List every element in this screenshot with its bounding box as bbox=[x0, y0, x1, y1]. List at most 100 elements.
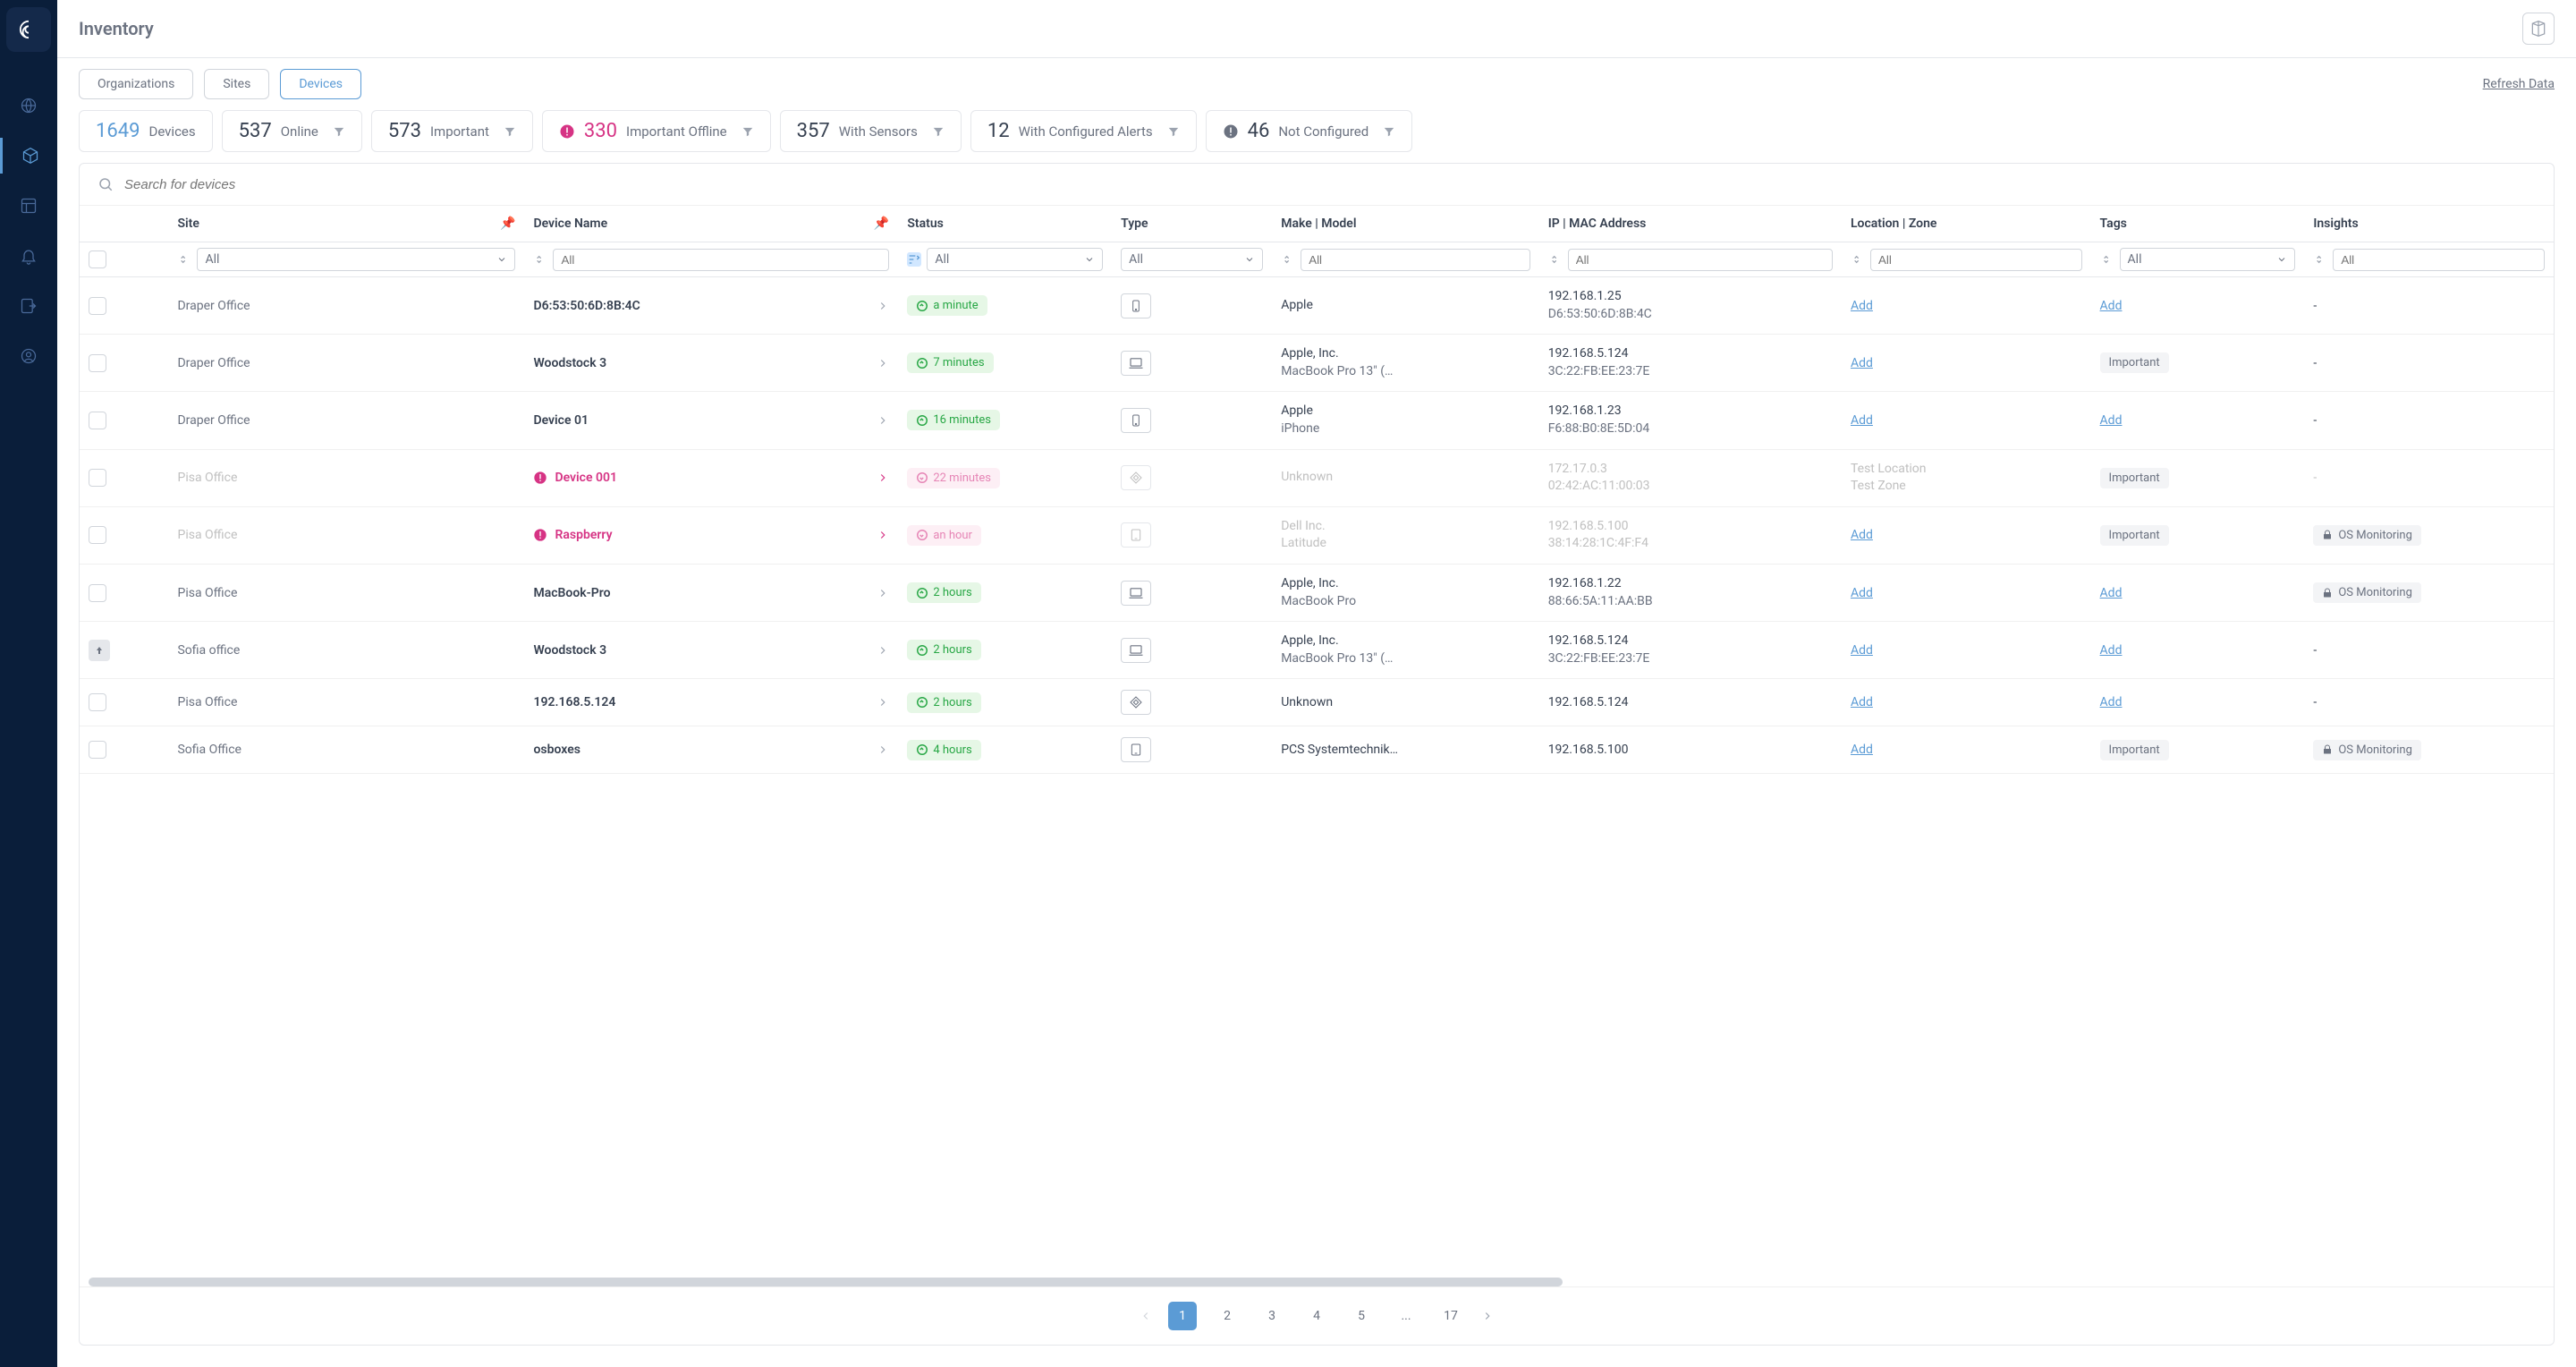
filter-ins[interactable] bbox=[2333, 249, 2545, 271]
page-next[interactable] bbox=[1481, 1310, 1494, 1322]
filter-tags[interactable]: All bbox=[2120, 248, 2296, 271]
filter-make[interactable] bbox=[1301, 249, 1530, 271]
col-type[interactable]: Type bbox=[1112, 206, 1272, 242]
page-1[interactable]: 1 bbox=[1168, 1302, 1197, 1330]
pin-icon[interactable]: 📌 bbox=[500, 217, 515, 231]
row-checkbox[interactable] bbox=[89, 693, 106, 711]
table-row[interactable]: Draper OfficeD6:53:50:6D:8B:4Ca minuteAp… bbox=[80, 277, 2554, 335]
search-input[interactable] bbox=[124, 177, 2536, 192]
add-location-link[interactable]: Add bbox=[1851, 643, 1873, 658]
chevron-right-icon[interactable] bbox=[877, 587, 889, 599]
sort-icon[interactable] bbox=[1281, 252, 1295, 267]
stat-important-offline[interactable]: 330Important Offline bbox=[542, 110, 771, 152]
chevron-right-icon[interactable] bbox=[877, 357, 889, 369]
col-location[interactable]: Location | Zone bbox=[1842, 206, 2091, 242]
add-tag-link[interactable]: Add bbox=[2100, 586, 2123, 600]
col-tags[interactable]: Tags bbox=[2091, 206, 2305, 242]
nav-inventory-icon[interactable] bbox=[0, 138, 57, 174]
add-tag-link[interactable]: Add bbox=[2100, 643, 2123, 658]
chevron-right-icon[interactable] bbox=[877, 644, 889, 657]
sort-icon[interactable] bbox=[1851, 252, 1865, 267]
row-checkbox[interactable] bbox=[89, 526, 106, 544]
page-3[interactable]: 3 bbox=[1258, 1302, 1286, 1330]
page-...[interactable]: ... bbox=[1392, 1302, 1420, 1330]
add-location-link[interactable]: Add bbox=[1851, 528, 1873, 542]
row-checkbox[interactable] bbox=[89, 297, 106, 315]
add-location-link[interactable]: Add bbox=[1851, 299, 1873, 313]
table-row[interactable]: Sofia officeWoodstock 32 hoursApple, Inc… bbox=[80, 622, 2554, 679]
table-row[interactable]: Pisa OfficeRaspberryan hourDell Inc.Lati… bbox=[80, 506, 2554, 564]
page-2[interactable]: 2 bbox=[1213, 1302, 1241, 1330]
add-location-link[interactable]: Add bbox=[1851, 695, 1873, 709]
row-checkbox[interactable] bbox=[89, 412, 106, 429]
add-location-link[interactable]: Add bbox=[1851, 413, 1873, 428]
nav-dashboard-icon[interactable] bbox=[11, 188, 47, 224]
tab-sites[interactable]: Sites bbox=[204, 69, 269, 99]
col-make[interactable]: Make | Model bbox=[1272, 206, 1538, 242]
tab-organizations[interactable]: Organizations bbox=[79, 69, 193, 99]
nav-user-icon[interactable] bbox=[11, 338, 47, 374]
row-checkbox[interactable] bbox=[89, 741, 106, 759]
filter-site[interactable]: All bbox=[197, 248, 515, 271]
sort-icon[interactable] bbox=[1548, 252, 1563, 267]
table-row[interactable]: Pisa Office192.168.5.1242 hoursUnknown19… bbox=[80, 679, 2554, 726]
page-17[interactable]: 17 bbox=[1436, 1302, 1465, 1330]
add-location-link[interactable]: Add bbox=[1851, 356, 1873, 370]
add-tag-link[interactable]: Add bbox=[2100, 299, 2123, 313]
col-site[interactable]: Site bbox=[177, 217, 199, 231]
nav-export-icon[interactable] bbox=[11, 288, 47, 324]
page-prev[interactable] bbox=[1140, 1310, 1152, 1322]
row-checkbox[interactable] bbox=[89, 584, 106, 602]
docs-icon[interactable] bbox=[2522, 13, 2555, 45]
move-up-icon[interactable] bbox=[89, 640, 110, 661]
filter-ip[interactable] bbox=[1568, 249, 1833, 271]
stat-devices[interactable]: 1649Devices bbox=[79, 110, 213, 152]
stat-important[interactable]: 573Important bbox=[371, 110, 533, 152]
sort-icon[interactable] bbox=[533, 252, 547, 267]
sort-icon[interactable] bbox=[2313, 252, 2327, 267]
stat-not-configured[interactable]: 46Not Configured bbox=[1206, 110, 1413, 152]
col-insights[interactable]: Insights bbox=[2304, 206, 2554, 242]
filter-loc[interactable] bbox=[1870, 249, 2082, 271]
chevron-right-icon[interactable] bbox=[877, 743, 889, 756]
chevron-right-icon[interactable] bbox=[877, 529, 889, 541]
page-5[interactable]: 5 bbox=[1347, 1302, 1376, 1330]
add-location-link[interactable]: Add bbox=[1851, 743, 1873, 757]
pin-icon[interactable]: 📌 bbox=[874, 217, 889, 231]
sort-icon[interactable] bbox=[2100, 252, 2114, 267]
sort-icon[interactable] bbox=[177, 252, 191, 267]
table-row[interactable]: Pisa OfficeMacBook-Pro2 hoursApple, Inc.… bbox=[80, 564, 2554, 621]
add-location-link[interactable]: Add bbox=[1851, 586, 1873, 600]
col-status[interactable]: Status bbox=[898, 206, 1112, 242]
chevron-right-icon[interactable] bbox=[877, 471, 889, 484]
insight-badge: OS Monitoring bbox=[2313, 740, 2421, 760]
filter-device[interactable] bbox=[553, 249, 889, 271]
add-tag-link[interactable]: Add bbox=[2100, 413, 2123, 428]
filter-status[interactable]: All bbox=[927, 248, 1103, 271]
stat-with-sensors[interactable]: 357With Sensors bbox=[780, 110, 962, 152]
select-all-checkbox[interactable] bbox=[89, 250, 106, 268]
tag-badge: Important bbox=[2100, 740, 2169, 760]
row-checkbox[interactable] bbox=[89, 354, 106, 372]
chevron-right-icon[interactable] bbox=[877, 414, 889, 427]
col-ip[interactable]: IP | MAC Address bbox=[1539, 206, 1842, 242]
table-row[interactable]: Draper OfficeDevice 0116 minutesAppleiPh… bbox=[80, 392, 2554, 449]
tab-devices[interactable]: Devices bbox=[280, 69, 361, 99]
add-tag-link[interactable]: Add bbox=[2100, 695, 2123, 709]
nav-bell-icon[interactable] bbox=[11, 238, 47, 274]
table-row[interactable]: Sofia Officeosboxes4 hoursPCS Systemtech… bbox=[80, 726, 2554, 774]
stat-with-configured-alerts[interactable]: 12With Configured Alerts bbox=[970, 110, 1197, 152]
col-device[interactable]: Device Name bbox=[533, 217, 607, 231]
chevron-right-icon[interactable] bbox=[877, 696, 889, 709]
sort-icon[interactable] bbox=[907, 252, 921, 267]
table-row[interactable]: Draper OfficeWoodstock 37 minutesApple, … bbox=[80, 335, 2554, 392]
horizontal-scrollbar[interactable] bbox=[89, 1278, 2545, 1286]
refresh-link[interactable]: Refresh Data bbox=[2483, 77, 2555, 91]
filter-type[interactable]: All bbox=[1121, 248, 1263, 271]
chevron-right-icon[interactable] bbox=[877, 300, 889, 312]
page-4[interactable]: 4 bbox=[1302, 1302, 1331, 1330]
row-checkbox[interactable] bbox=[89, 469, 106, 487]
table-row[interactable]: Pisa OfficeDevice 00122 minutesUnknown17… bbox=[80, 449, 2554, 506]
stat-online[interactable]: 537Online bbox=[222, 110, 362, 152]
nav-globe-icon[interactable] bbox=[11, 88, 47, 123]
